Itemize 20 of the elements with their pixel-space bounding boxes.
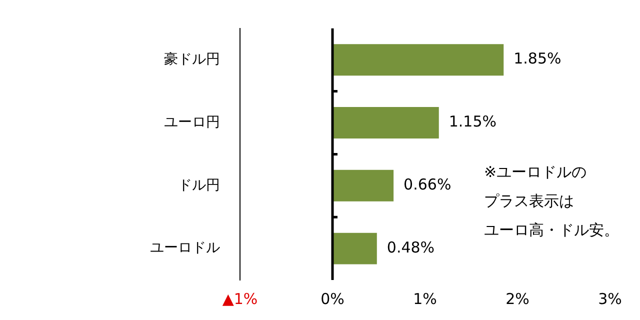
data-label: 0.48%	[386, 238, 435, 256]
annotation: ユーロ高・ドル安。	[484, 220, 620, 241]
bar	[332, 170, 394, 202]
y-tick-label: ユーロ円	[164, 114, 220, 130]
y-tick-label: 豪ドル円	[164, 51, 220, 68]
y-tick-label: ドル円	[178, 177, 220, 194]
x-tick-label: 0%	[320, 290, 344, 308]
bar	[332, 232, 377, 264]
annotation: プラス表示は	[484, 191, 575, 212]
y-tick-label: ユーロドル	[150, 240, 220, 256]
bar	[332, 44, 504, 76]
data-label: 1.15%	[448, 112, 497, 131]
annotation: ※ユーロドルの	[484, 162, 588, 183]
x-tick-label: 3%	[598, 290, 622, 308]
data-label: 1.85%	[514, 50, 562, 68]
x-tick-label: 1%	[413, 290, 437, 308]
data-label: 0.66%	[404, 176, 452, 194]
x-tick-label: 2%	[506, 290, 530, 308]
bar	[332, 107, 439, 138]
x-tick-label: ▲1%	[222, 290, 258, 308]
